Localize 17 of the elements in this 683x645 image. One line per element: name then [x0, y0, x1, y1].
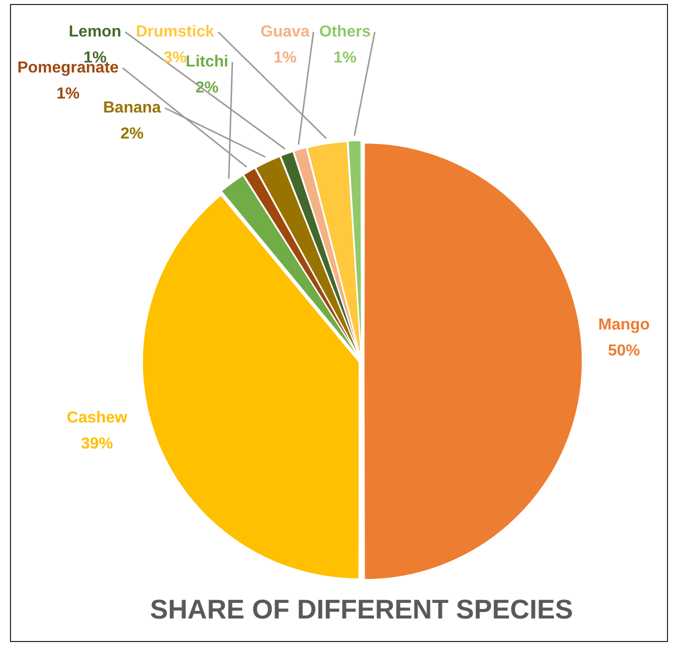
data-label: 50% — [608, 342, 640, 360]
slice-label: Guava — [260, 23, 310, 40]
slice-label: Lemon — [68, 23, 122, 40]
slice-label: Others — [319, 23, 371, 40]
data-label: 3% — [163, 49, 187, 66]
data-label: 2% — [120, 125, 144, 142]
slice-label: Litchi — [186, 53, 228, 70]
slice-label: Banana — [103, 99, 161, 116]
slice-label: Cashew — [66, 409, 128, 426]
data-label: 2% — [195, 79, 219, 96]
data-label: 1% — [56, 85, 80, 102]
slice-label: Mango — [598, 316, 650, 334]
data-label: 1% — [273, 49, 297, 66]
text: SHARE OF DIFFERENT SPECIES — [150, 594, 574, 624]
data-label: 39% — [80, 435, 114, 452]
slice-label: Drumstick — [136, 23, 214, 40]
data-label: 1% — [333, 49, 357, 66]
